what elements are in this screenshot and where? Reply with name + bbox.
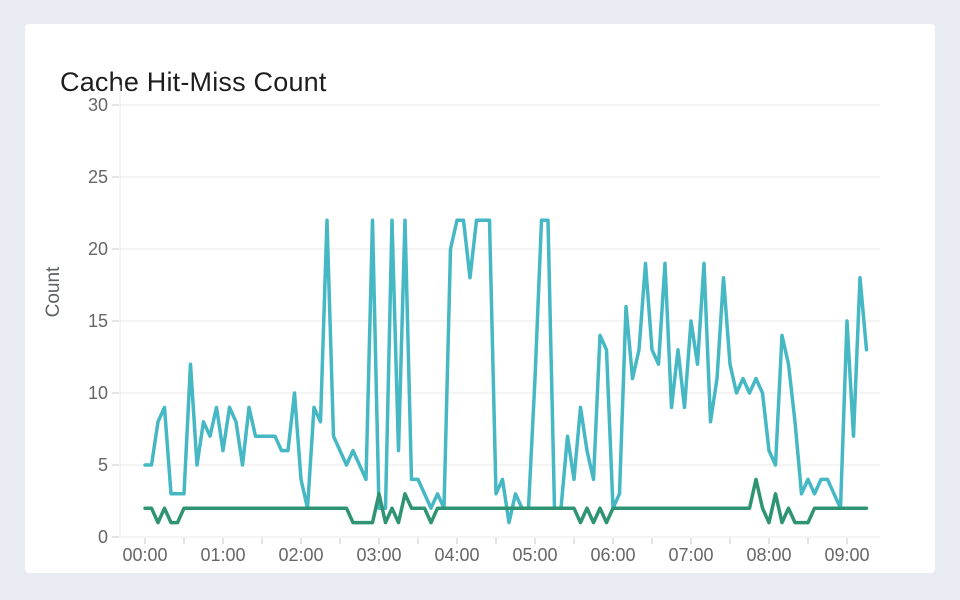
x-tick-label: 05:00 — [512, 545, 557, 565]
x-tick-label: 07:00 — [668, 545, 713, 565]
y-tick-label: 10 — [88, 383, 108, 403]
y-axis-title: Count — [43, 266, 64, 317]
cyan-series-line[interactable] — [143, 218, 869, 525]
green-series-line[interactable] — [143, 477, 869, 525]
y-tick-label: 5 — [98, 455, 108, 475]
x-tick-label: 06:00 — [590, 545, 635, 565]
y-tick-label: 25 — [88, 167, 108, 187]
y-tick-label: 20 — [88, 239, 108, 259]
x-tick-label: 04:00 — [434, 545, 479, 565]
x-tick-label: 09:00 — [824, 545, 869, 565]
chart-title: Cache Hit-Miss Count — [60, 67, 327, 97]
y-tick-label: 0 — [98, 527, 108, 547]
x-tick-label: 02:00 — [278, 545, 323, 565]
x-tick-label: 08:00 — [746, 545, 791, 565]
chart-panel: Cache Hit-Miss Count — [25, 24, 935, 573]
x-tick-label: 00:00 — [122, 545, 167, 565]
y-tick-label: 15 — [88, 311, 108, 331]
y-tick-label: 30 — [88, 95, 108, 115]
x-tick-label: 03:00 — [356, 545, 401, 565]
x-tick-label: 01:00 — [200, 545, 245, 565]
